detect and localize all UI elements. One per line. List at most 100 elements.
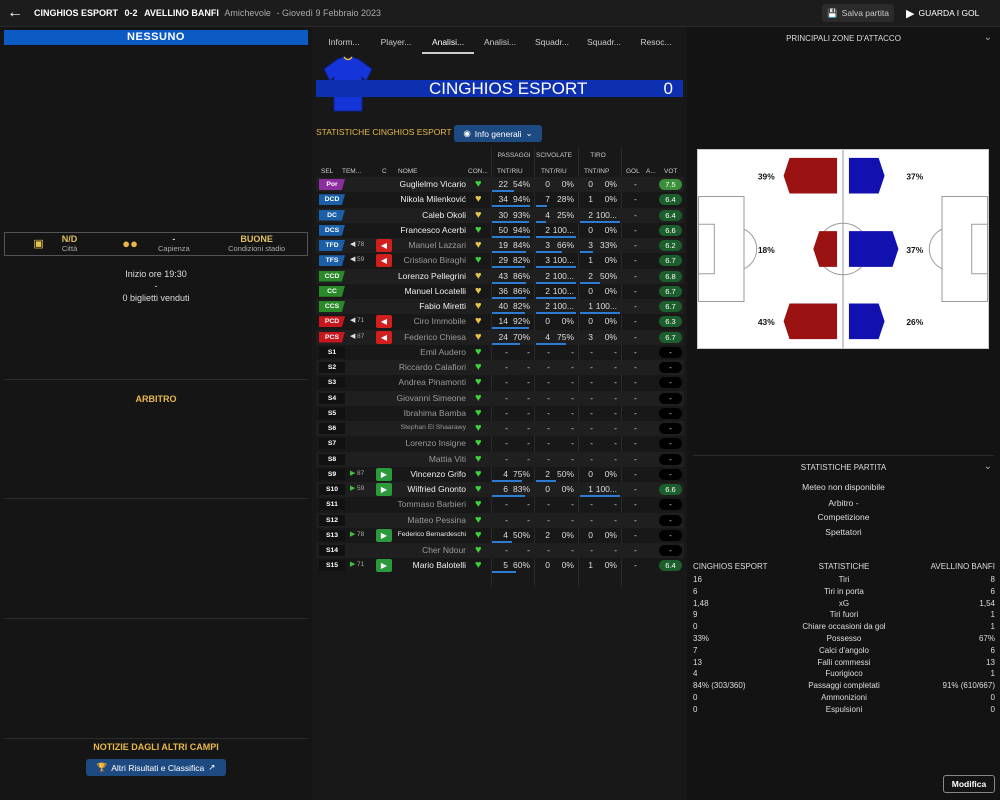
player-name[interactable]: Lorenzo Pellegrini: [397, 270, 466, 281]
table-row[interactable]: S10 ▶ 59 ▶ Wilfried Gnonto ♥ 6 83% 0 0% 1 100... -6.…: [316, 482, 684, 498]
col-condition[interactable]: CON...: [468, 168, 488, 175]
player-name[interactable]: Wilfried Gnonto: [407, 484, 466, 494]
player-name[interactable]: Cristiano Biraghi: [403, 255, 466, 266]
col-c[interactable]: C: [382, 168, 387, 175]
table-row[interactable]: S3 Andrea Pinamonti ♥ - - - - - - - -: [316, 375, 684, 390]
table-row[interactable]: S8 Mattia Viti ♥ - - - - - - - -: [316, 451, 684, 467]
passes-completed-pct: -: [527, 392, 530, 403]
substitution-button[interactable]: ◀: [376, 254, 392, 268]
substitution-button[interactable]: ▶: [376, 528, 392, 542]
player-name[interactable]: Francesco Acerbi: [400, 224, 466, 235]
substitution-button[interactable]: ◀: [376, 330, 392, 344]
goals: -: [634, 453, 637, 464]
table-row[interactable]: S5 Ibrahima Bamba ♥ - - - - - - - -: [316, 406, 684, 421]
table-row[interactable]: DCD Nikola Milenković ♥ 34 94% 7 28% 1 0% - 6.4: [316, 192, 684, 208]
shots-attempted: -: [590, 392, 593, 403]
table-row[interactable]: PCS ◀ 87 ◀ Federico Chiesa ♥ 24 70% 4 75% 3 0% -6.7: [316, 329, 684, 345]
substitution-button[interactable]: ◀: [376, 239, 392, 252]
table-row[interactable]: S11 Tommaso Barbieri ♥ - - - - - - - -: [316, 497, 684, 512]
tab-7[interactable]: Resoc...: [640, 37, 672, 47]
player-name[interactable]: Guglielmo Vicario: [399, 179, 466, 189]
col-shots[interactable]: TNT/INP: [584, 168, 610, 175]
table-row[interactable]: S9 ▶ 87 ▶ Vincenzo Grifo ♥ 4 75% 2 50% 0 0% - -: [316, 467, 684, 482]
watch-goals-button[interactable]: ▶ GUARDA I GOL: [906, 4, 979, 22]
table-row[interactable]: CCS Fabio Miretti ♥ 40 82% 2 100... 1 100... -6.7: [316, 299, 684, 315]
table-row[interactable]: PCD ◀ 71 ◀ Ciro Immobile ♥ 14 92% 0 0% 0 0% -6.3: [316, 314, 684, 330]
save-match-button[interactable]: 💾 Salva partita: [822, 4, 894, 22]
col-tackles[interactable]: TNT/RIU: [541, 168, 567, 175]
player-name[interactable]: Ciro Immobile: [413, 316, 466, 327]
player-name[interactable]: Matteo Pessina: [407, 514, 466, 525]
tab-4[interactable]: Analisi...: [483, 37, 517, 47]
tab-2[interactable]: Player...: [380, 37, 412, 47]
shots-on-target-pct: 0%: [604, 331, 617, 342]
back-arrow-icon[interactable]: ←: [7, 4, 23, 21]
player-name[interactable]: Vincenzo Grifo: [410, 468, 466, 479]
table-row[interactable]: S12 Matteo Pessina ♥ - - - - - - - -: [316, 512, 684, 528]
player-name[interactable]: Mario Balotelli: [412, 560, 466, 571]
table-row[interactable]: TFS ◀ 59 ◀ Cristiano Biraghi ♥ 29 82% 3 100... 1 0%…: [316, 253, 684, 269]
col-name[interactable]: NOME: [398, 168, 418, 175]
col-time[interactable]: TEM...: [342, 168, 362, 175]
table-row[interactable]: TFD ◀ 78 ◀ Manuel Lazzari ♥ 19 84% 3 66% 3 33% -6.2: [316, 238, 684, 254]
tackles-attempted: -: [547, 362, 550, 372]
substitution-button[interactable]: ◀: [376, 315, 392, 329]
player-name[interactable]: Tommaso Barbieri: [397, 499, 467, 510]
col-goals[interactable]: GOL: [626, 168, 640, 175]
general-info-dropdown[interactable]: ◉ Info generali ⌄: [454, 125, 542, 142]
col-sel[interactable]: SEL: [321, 168, 334, 175]
other-results-button[interactable]: 🏆 Altri Risultati e Classifica ↗: [86, 759, 226, 776]
tab-3[interactable]: Analisi...: [422, 32, 474, 54]
table-row[interactable]: S7 Lorenzo Insigne ♥ - - - - - - - -: [316, 436, 684, 451]
player-name[interactable]: Mattia Viti: [428, 453, 466, 464]
tackles-won-pct: -: [571, 514, 574, 525]
passes-completed-pct: -: [527, 545, 530, 555]
player-name[interactable]: Ibrahima Bamba: [403, 407, 466, 418]
table-row[interactable]: S2 Riccardo Calafiori ♥ - - - - - - - -: [316, 360, 684, 376]
player-name[interactable]: Andrea Pinamonti: [398, 377, 466, 388]
player-name[interactable]: Federico Bernardeschi: [397, 530, 466, 538]
table-row[interactable]: S14 Cher Ndour ♥ - - - - - - - -: [316, 543, 684, 559]
player-name[interactable]: Caleb Okoli: [422, 209, 466, 220]
substitution-button[interactable]: ▶: [376, 467, 392, 481]
tab-5[interactable]: Squadr...: [534, 37, 570, 47]
table-row[interactable]: S4 Giovanni Simeone ♥ - - - - - - - -: [316, 390, 684, 406]
player-name[interactable]: Emil Audero: [420, 346, 466, 357]
player-name[interactable]: Fabio Miretti: [419, 301, 466, 311]
player-name[interactable]: Manuel Locatelli: [404, 285, 466, 296]
collapse-icon[interactable]: ⌄: [983, 32, 992, 43]
position-badge: TFS: [319, 255, 345, 267]
player-name[interactable]: Lorenzo Insigne: [405, 438, 467, 449]
collapse-icon[interactable]: ⌄: [983, 461, 992, 472]
tab-6[interactable]: Squadr...: [586, 37, 622, 47]
substitution-button[interactable]: ▶: [376, 559, 392, 573]
col-rating[interactable]: VOT: [664, 168, 678, 175]
table-row[interactable]: S15 ▶ 71 ▶ Mario Balotelli ♥ 5 60% 0 0% 1 0% -6.4: [316, 558, 684, 574]
table-row[interactable]: S6 Stephan El Shaarawy ♥ - - - - - - - -: [316, 421, 684, 437]
player-name[interactable]: Riccardo Calafiori: [398, 362, 466, 372]
shots-on-target-pct: -: [614, 392, 617, 403]
passes-completed-pct: -: [527, 362, 530, 372]
shots-attempted: 1: [588, 484, 593, 494]
tab-1[interactable]: Inform...: [328, 37, 360, 47]
edit-button[interactable]: Modifica: [943, 775, 995, 793]
table-row[interactable]: DC Caleb Okoli ♥ 30 93% 4 25% 2 100... - 6.4: [316, 207, 684, 223]
player-name[interactable]: Giovanni Simeone: [396, 392, 466, 403]
table-row[interactable]: CC Manuel Locatelli ♥ 36 86% 2 100... 0 0% - 6.7: [316, 284, 684, 299]
match-rating: 6.4: [659, 209, 682, 221]
table-row[interactable]: S13 ▶ 78 ▶ Federico Bernardeschi ♥ 4 50% 2 0% 0 0% -…: [316, 528, 684, 543]
col-passes[interactable]: TNT/RIU: [497, 168, 523, 175]
table-row[interactable]: CCD Lorenzo Pellegrini ♥ 43 86% 2 100... 2 50% -6…: [316, 268, 684, 284]
table-row[interactable]: DCS Francesco Acerbi ♥ 50 94% 2 100... 0 0% - 6.6: [316, 223, 684, 238]
table-row[interactable]: Por Guglielmo Vicario ♥ 22 54% 0 0% 0 0% - 7.5: [316, 177, 684, 193]
substitution-button[interactable]: ▶: [376, 483, 392, 496]
player-name[interactable]: Federico Chiesa: [404, 331, 466, 342]
player-name[interactable]: Nikola Milenković: [400, 194, 466, 205]
other-results-label: Altri Risultati e Classifica: [111, 762, 205, 773]
player-name[interactable]: Stephan El Shaarawy: [400, 424, 466, 431]
stat-label: Passaggi completati: [808, 681, 880, 691]
table-row[interactable]: S1 Emil Audero ♥ - - - - - - - -: [316, 345, 684, 360]
player-name[interactable]: Manuel Lazzari: [408, 240, 466, 250]
player-name[interactable]: Cher Ndour: [422, 545, 466, 555]
col-assists[interactable]: A...: [646, 168, 656, 175]
